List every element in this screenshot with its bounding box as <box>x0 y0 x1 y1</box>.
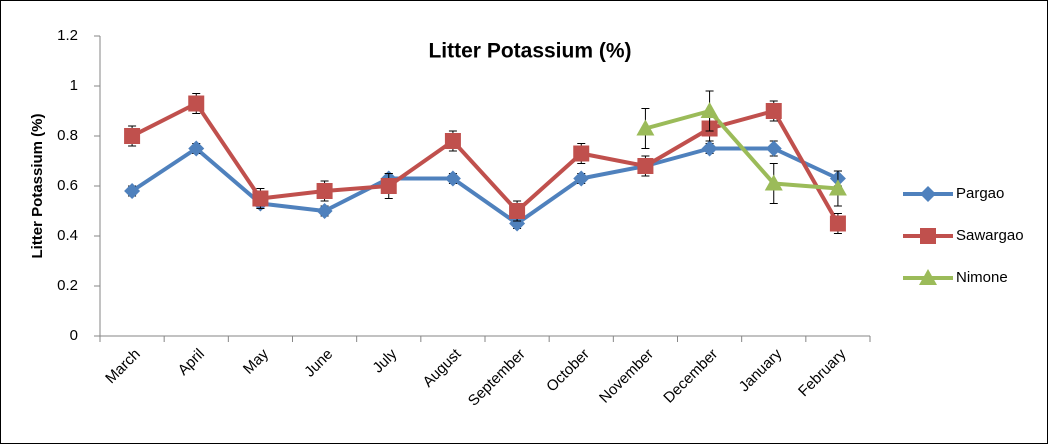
y-tick-label: 0.2 <box>57 277 78 294</box>
data-point <box>188 95 205 112</box>
y-tick-label: 0 <box>70 327 78 344</box>
legend-label: Pargao <box>956 185 1004 202</box>
data-point <box>380 178 397 194</box>
data-point <box>252 190 269 207</box>
data-point <box>573 170 590 187</box>
data-point <box>765 140 782 157</box>
data-point <box>444 133 461 149</box>
data-point <box>637 158 654 174</box>
legend-label: Nimone <box>956 269 1008 286</box>
legend-marker <box>919 269 937 285</box>
data-point <box>188 140 205 157</box>
y-tick-label: 0.6 <box>57 177 78 194</box>
series-line <box>644 109 839 191</box>
data-point <box>509 203 526 219</box>
y-tick-label: 1 <box>70 77 78 94</box>
data-point <box>765 103 782 119</box>
data-point <box>444 170 461 187</box>
data-point <box>124 128 141 144</box>
data-point <box>764 174 783 191</box>
chart-title: Litter Potassium (%) <box>428 40 631 63</box>
legend-marker <box>920 228 936 244</box>
data-point <box>316 203 333 219</box>
data-point <box>700 102 719 118</box>
data-point <box>124 183 141 199</box>
y-tick-label: 1.2 <box>57 27 78 44</box>
legend-label: Sawargao <box>956 227 1024 244</box>
data-point <box>829 215 846 232</box>
data-point <box>701 140 718 157</box>
data-point <box>636 119 655 136</box>
legend-marker <box>920 186 936 202</box>
series-line <box>130 146 839 226</box>
data-point <box>828 179 847 196</box>
y-axis-label: Litter Potassium (%) <box>29 113 46 258</box>
y-tick-label: 0.4 <box>57 227 78 244</box>
data-point <box>316 183 333 199</box>
y-tick-label: 0.8 <box>57 127 78 144</box>
data-point <box>573 145 590 162</box>
data-point <box>509 215 526 232</box>
